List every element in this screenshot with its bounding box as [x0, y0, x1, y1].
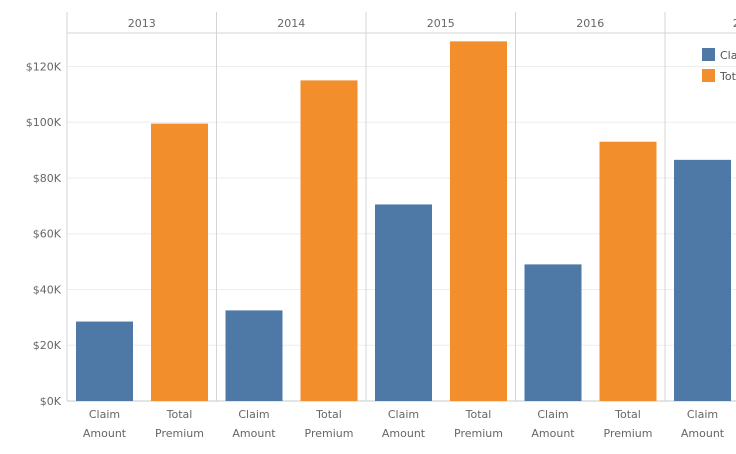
- bar-total-premium: [450, 41, 507, 401]
- bar-claim-amount: [524, 264, 582, 401]
- x-category-label: Premium: [604, 427, 653, 440]
- x-category-label: Claim: [238, 408, 269, 421]
- panel-header: 2014: [277, 17, 305, 30]
- x-category-label: Total: [614, 408, 641, 421]
- x-category-label: Claim: [388, 408, 419, 421]
- bar-total-premium: [151, 123, 208, 401]
- panel-header: 20: [733, 17, 736, 30]
- y-tick-label: $100K: [26, 116, 62, 129]
- x-category-label: Premium: [454, 427, 503, 440]
- x-category-label: Amount: [531, 427, 575, 440]
- x-category-label: Total: [166, 408, 193, 421]
- legend-swatch: [702, 48, 715, 61]
- panel-header: 2015: [427, 17, 455, 30]
- bar-claim-amount: [674, 159, 731, 401]
- y-tick-label: $40K: [33, 283, 62, 296]
- bar-claim-amount: [375, 204, 432, 401]
- x-category-label: Amount: [83, 427, 127, 440]
- legend-label: Cla: [720, 49, 736, 62]
- x-category-label: Claim: [537, 408, 568, 421]
- bar-total-premium: [300, 80, 358, 402]
- bar-claim-amount: [225, 310, 283, 401]
- legend-label: Tot: [719, 70, 736, 83]
- x-category-label: Total: [315, 408, 342, 421]
- x-category-label: Claim: [687, 408, 718, 421]
- legend-swatch: [702, 69, 715, 82]
- x-category-label: Total: [465, 408, 492, 421]
- x-category-label: Amount: [382, 427, 426, 440]
- y-tick-label: $120K: [26, 60, 62, 73]
- x-category-label: Premium: [305, 427, 354, 440]
- x-category-label: Amount: [232, 427, 276, 440]
- y-tick-label: $60K: [33, 228, 62, 241]
- panel-header: 2016: [576, 17, 604, 30]
- y-tick-label: $80K: [33, 172, 62, 185]
- bar-claim-amount: [76, 321, 133, 401]
- panel-header: 2013: [128, 17, 156, 30]
- x-category-label: Claim: [89, 408, 120, 421]
- y-tick-label: $20K: [33, 339, 62, 352]
- x-category-label: Amount: [681, 427, 725, 440]
- y-tick-label: $0K: [40, 395, 62, 408]
- bar-total-premium: [599, 141, 657, 401]
- x-category-label: Premium: [155, 427, 204, 440]
